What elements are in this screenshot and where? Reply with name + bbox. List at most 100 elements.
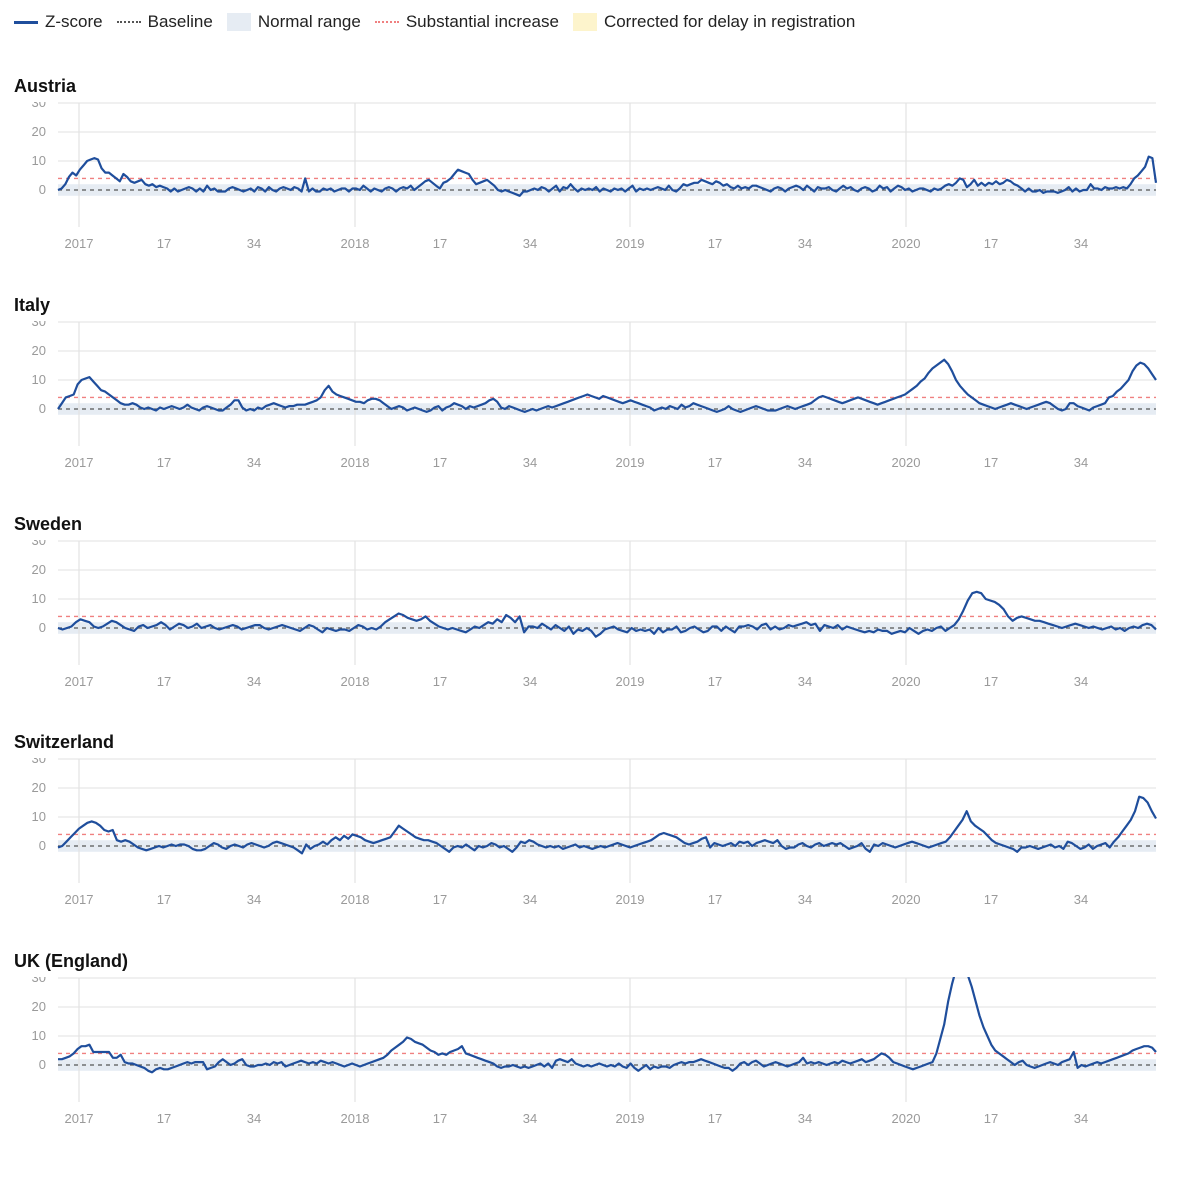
legend-item-zscore: Z-score (14, 12, 103, 32)
y-tick-label: 10 (32, 372, 46, 387)
zscore-line (57, 155, 1158, 197)
legend-label-baseline: Baseline (147, 12, 213, 31)
zscore-line (57, 795, 1157, 855)
x-tick-label: 34 (1074, 236, 1088, 251)
y-tick-label: 30 (32, 540, 46, 548)
chart-title: Switzerland (14, 732, 115, 752)
legend-item-delay: Corrected for delay in registration (572, 12, 856, 32)
zscore-swatch (14, 20, 38, 24)
x-tick-label: 34 (247, 892, 261, 907)
y-tick-label: 30 (32, 977, 46, 985)
x-tick-label: 34 (798, 1111, 812, 1126)
legend-label-normal: Normal range (257, 12, 361, 31)
x-tick-label: 17 (708, 892, 722, 907)
x-tick-label: 2018 (341, 1111, 370, 1126)
zscore-line (57, 358, 1157, 413)
y-tick-label: 20 (32, 124, 46, 139)
y-tick-label: 0 (39, 1057, 46, 1072)
normal-range-band (58, 403, 1156, 415)
chart-panel-italy: Italy 0 10 20 30 2017 17 34 2018 17 34 2019 17 34 202… (0, 295, 1183, 514)
x-tick-label: 34 (523, 455, 537, 470)
chart-panel-switzerland: Switzerland 0 10 20 30 2017 17 34 2018 17 34 2019 1… (0, 732, 1183, 951)
x-tick-label: 17 (433, 455, 447, 470)
x-tick-label: 2020 (892, 674, 921, 689)
y-tick-label: 0 (39, 838, 46, 853)
legend-item-baseline: Baseline (116, 12, 213, 32)
baseline-swatch (116, 21, 141, 23)
delay-swatch (572, 13, 597, 31)
legend-label-substantial: Substantial increase (405, 12, 559, 31)
y-tick-label: 20 (32, 562, 46, 577)
x-tick-label: 34 (798, 892, 812, 907)
legend: Z-score Baseline Normal range Substantia… (14, 10, 869, 34)
x-tick-label: 17 (708, 674, 722, 689)
legend-label-zscore: Z-score (45, 12, 103, 31)
x-tick-label: 34 (247, 236, 261, 251)
legend-item-substantial: Substantial increase (374, 12, 559, 32)
x-tick-label: 2017 (65, 892, 94, 907)
chart-title: Italy (14, 295, 51, 315)
zscore-line (58, 977, 1157, 1074)
chart-switzerland: 0 10 20 30 2017 17 34 2018 17 34 2019 17 34 2020 17 34 (32, 758, 1157, 907)
legend-item-normal: Normal range (226, 12, 361, 32)
x-tick-label: 2018 (341, 892, 370, 907)
x-tick-label: 2017 (65, 236, 94, 251)
normal-range-swatch (226, 13, 251, 31)
x-tick-label: 2017 (65, 1111, 94, 1126)
chart-italy: 0 10 20 30 2017 17 34 2018 17 34 2019 17 34 2020 17 34 (32, 321, 1157, 470)
x-tick-label: 17 (984, 1111, 998, 1126)
x-tick-label: 34 (798, 674, 812, 689)
x-tick-label: 17 (433, 674, 447, 689)
x-tick-label: 2020 (892, 455, 921, 470)
x-tick-label: 17 (433, 1111, 447, 1126)
x-tick-label: 2019 (616, 892, 645, 907)
x-tick-label: 2020 (892, 236, 921, 251)
x-tick-label: 2019 (616, 455, 645, 470)
x-tick-label: 2020 (892, 1111, 921, 1126)
y-tick-label: 20 (32, 780, 46, 795)
chart-austria: 0 10 20 30 2017 17 34 2018 17 34 2019 17 34 2020 17 34 (32, 102, 1158, 251)
x-tick-label: 2019 (616, 674, 645, 689)
y-tick-label: 0 (39, 182, 46, 197)
chart-sweden: 0 10 20 30 2017 17 34 2018 17 34 2019 17 34 2020 17 34 (32, 540, 1157, 689)
y-tick-label: 30 (32, 102, 46, 110)
y-tick-label: 20 (32, 343, 46, 358)
y-tick-label: 30 (32, 758, 46, 766)
chart-panel-sweden: Sweden 0 10 20 30 2017 17 34 2018 17 34 2019 17 34 20… (0, 514, 1183, 733)
x-tick-label: 2018 (341, 455, 370, 470)
x-tick-label: 34 (798, 236, 812, 251)
chart-title: UK (England) (14, 951, 128, 971)
x-tick-label: 2018 (341, 236, 370, 251)
x-tick-label: 34 (1074, 455, 1088, 470)
x-tick-label: 2020 (892, 892, 921, 907)
substantial-increase-swatch (374, 21, 399, 23)
x-tick-label: 17 (433, 892, 447, 907)
x-tick-label: 2018 (341, 674, 370, 689)
x-tick-label: 34 (247, 1111, 261, 1126)
x-tick-label: 17 (984, 892, 998, 907)
y-tick-label: 10 (32, 153, 46, 168)
y-tick-label: 0 (39, 401, 46, 416)
chart-title: Austria (14, 76, 77, 96)
x-tick-label: 34 (523, 236, 537, 251)
y-tick-label: 30 (32, 321, 46, 329)
x-tick-label: 17 (984, 455, 998, 470)
zscore-line (57, 590, 1157, 638)
x-tick-label: 2019 (616, 236, 645, 251)
legend-label-delay: Corrected for delay in registration (603, 12, 856, 31)
x-tick-label: 17 (708, 1111, 722, 1126)
chart-uk-england: 0 10 20 30 2017 17 34 2018 17 34 2019 17 34 2020 17 34 (32, 977, 1157, 1126)
y-tick-label: 10 (32, 809, 46, 824)
x-tick-label: 17 (708, 236, 722, 251)
x-tick-label: 34 (247, 455, 261, 470)
x-tick-label: 17 (708, 455, 722, 470)
x-tick-label: 2017 (65, 674, 94, 689)
y-tick-label: 20 (32, 999, 46, 1014)
y-tick-label: 0 (39, 620, 46, 635)
chart-panel-uk-england: UK (England) 0 10 20 30 2017 17 34 2018 17 34 2019… (0, 951, 1183, 1170)
x-tick-label: 17 (157, 236, 171, 251)
x-tick-label: 34 (247, 674, 261, 689)
y-tick-label: 10 (32, 1028, 46, 1043)
x-tick-label: 17 (157, 1111, 171, 1126)
x-tick-label: 17 (984, 674, 998, 689)
